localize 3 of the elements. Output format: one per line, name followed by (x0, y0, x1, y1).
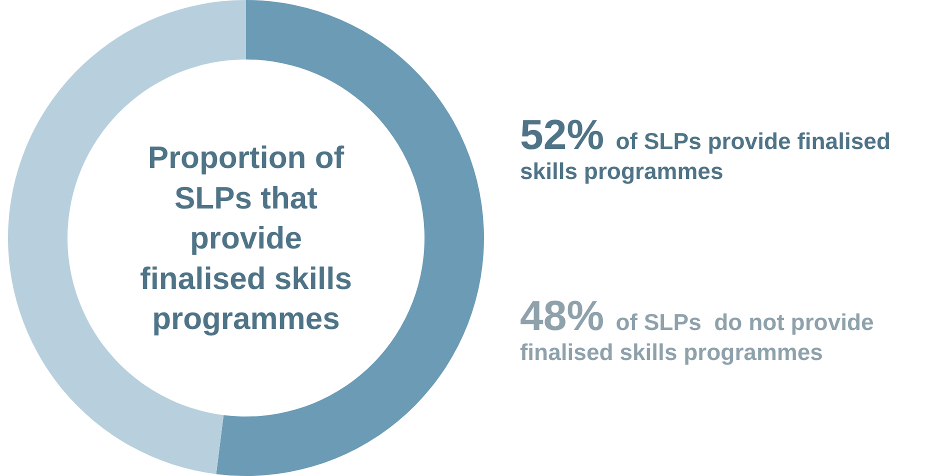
text: 52% of SLPs provide finalised skills programmes (520, 111, 891, 184)
text: Proportion of SLPs that provide finalised skills programmes (140, 140, 352, 336)
text: 48% of SLPs do not provide finalised skills programmes (520, 292, 874, 365)
